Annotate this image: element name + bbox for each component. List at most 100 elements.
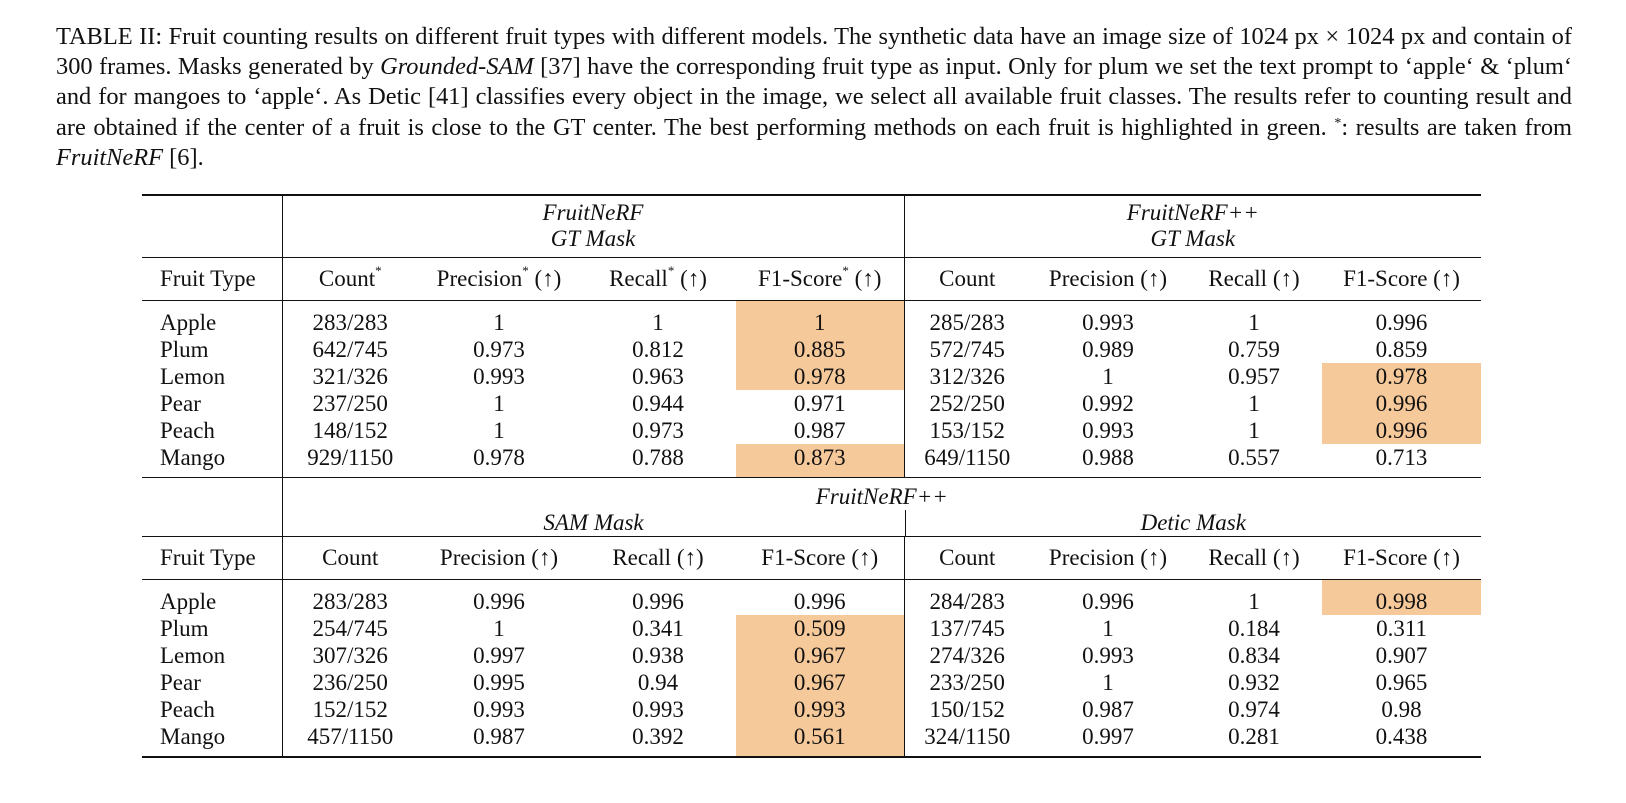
column-header: Precision* (↑) <box>418 257 580 301</box>
column-header: Count <box>904 536 1030 580</box>
caption-text: [37] have the corresponding fruit type a… <box>56 53 1572 141</box>
fruit-type-cell: Pear <box>142 669 283 696</box>
table1-column-header-row: Fruit Type Count* Precision* (↑) Recall*… <box>142 257 1482 301</box>
table-cell: 321/326 <box>312 364 388 389</box>
table-cell: 0.988 <box>1082 445 1134 470</box>
caption-text: [6]. <box>163 143 204 171</box>
table-cell: 0.993 <box>1082 418 1134 443</box>
table-cell: 0.713 <box>1375 445 1428 470</box>
table-cell: 0.94 <box>637 670 679 695</box>
fruit-type-cell: Plum <box>142 615 283 642</box>
table-cell: 233/250 <box>929 670 1005 695</box>
table-cell: 0.993 <box>473 697 525 722</box>
table-cell: 254/745 <box>312 616 388 641</box>
table-cell: 1 <box>1102 616 1114 641</box>
group-subtitle: GT Mask <box>550 226 636 251</box>
table-cell: 1 <box>1248 310 1260 335</box>
table-cell-highlighted: 0.509 <box>736 615 905 642</box>
table-cell-highlighted: 0.885 <box>736 336 905 363</box>
table-cell: 457/1150 <box>282 723 418 758</box>
table-cell: 0.965 <box>1375 670 1428 695</box>
table-cell: 0.944 <box>632 391 684 416</box>
table-cell: 0.557 <box>1228 445 1280 470</box>
fruit-type-cell: Mango <box>142 444 283 478</box>
table-cell: 0.989 <box>1082 337 1134 362</box>
column-header: F1-Score (↑) <box>1322 257 1482 301</box>
table-cell: 642/745 <box>312 337 388 362</box>
table-cell: 1 <box>493 310 505 335</box>
table-row: Plum 254/745 1 0.341 0.509 137/745 1 0.1… <box>142 615 1481 642</box>
table-cell: 283/283 <box>312 589 388 614</box>
group-subtitle: SAM Mask <box>283 510 906 536</box>
table-cell: 0.987 <box>1082 697 1134 722</box>
table-row: Mango 929/1150 0.978 0.788 0.873 649/115… <box>142 444 1481 478</box>
fruit-type-cell: Lemon <box>142 363 283 390</box>
fruit-type-cell: Apple <box>142 300 283 336</box>
column-header: Recall (↑) <box>580 536 736 580</box>
table-cell-highlighted: 0.996 <box>1322 390 1482 417</box>
table-cell: 0.993 <box>1082 310 1134 335</box>
table-cell: 0.996 <box>1082 589 1134 614</box>
column-header: Fruit Type <box>142 536 283 580</box>
caption-grounded-sam: Grounded-SAM <box>380 53 534 81</box>
table-cell-highlighted: 0.996 <box>1322 417 1482 444</box>
table-row: Apple 283/283 0.996 0.996 0.996 284/283 … <box>142 579 1482 615</box>
table-cell: 0.907 <box>1375 643 1428 668</box>
caption-fruitnerf: FruitNeRF <box>56 143 164 171</box>
table-cell: 0.973 <box>632 418 684 443</box>
table-cell: 0.996 <box>1375 310 1428 335</box>
table-row: Lemon 307/326 0.997 0.938 0.967 274/326 … <box>142 642 1481 669</box>
table-cell: 649/1150 <box>924 445 1011 470</box>
table-cell: 0.341 <box>632 616 684 641</box>
table-cell: 285/283 <box>929 310 1005 335</box>
group-subtitle: GT Mask <box>1150 226 1236 251</box>
table-cell: 0.987 <box>736 417 905 444</box>
caption-asterisk: * <box>1334 115 1342 131</box>
column-header: Precision (↑) <box>418 536 580 580</box>
table-cell: 0.759 <box>1228 337 1280 362</box>
table-cell: 0.859 <box>1375 337 1428 362</box>
table-cell: 0.987 <box>418 723 580 758</box>
table-cell: 0.812 <box>632 337 684 362</box>
column-header: Precision (↑) <box>1030 257 1186 301</box>
table-cell: 0.974 <box>1228 697 1280 722</box>
table-cell: 0.392 <box>580 723 736 758</box>
table-row: Lemon 321/326 0.993 0.963 0.978 312/326 … <box>142 363 1482 390</box>
table-cell: 1 <box>493 391 505 416</box>
table-cell: 0.834 <box>1228 643 1280 668</box>
table1-group-left: FruitNeRF GT Mask <box>282 194 905 258</box>
column-header: Recall* (↑) <box>580 257 736 301</box>
table-cell-highlighted: 0.967 <box>736 669 905 696</box>
table-cell: 0.995 <box>473 670 525 695</box>
table-cell: 0.971 <box>736 390 905 417</box>
table2-column-header-row: Fruit Type Count Precision (↑) Recall (↑… <box>142 536 1482 580</box>
table-cell-highlighted: 0.978 <box>1322 363 1482 390</box>
table-cell: 153/152 <box>929 418 1005 443</box>
table-cell: 0.932 <box>1228 670 1280 695</box>
fruit-type-cell: Plum <box>142 336 283 363</box>
table-cell: 0.184 <box>1228 616 1280 641</box>
group-title: FruitNeRF++ <box>815 484 948 509</box>
column-header: Count <box>282 536 418 580</box>
table-cell: 1 <box>1102 364 1114 389</box>
table-cell: 0.973 <box>473 337 525 362</box>
table-caption: TABLE II: Fruit counting results on diff… <box>56 22 1572 173</box>
group-title: FruitNeRF <box>542 200 644 225</box>
caption-text: : results are taken from <box>1341 113 1572 141</box>
table-row: Mango 457/1150 0.987 0.392 0.561 324/115… <box>142 723 1482 758</box>
column-header: Count <box>904 257 1030 301</box>
table-cell: 1 <box>1102 670 1114 695</box>
table1-group-header-row: FruitNeRF GT Mask FruitNeRF++ GT Mask <box>142 194 1482 258</box>
table-cell: 0.978 <box>473 445 525 470</box>
table-cell-highlighted: 0.873 <box>736 444 905 478</box>
table-cell: 0.438 <box>1322 723 1482 758</box>
group-subtitle: Detic Mask <box>1140 510 1246 535</box>
table-cell-highlighted: 0.993 <box>736 696 905 723</box>
table2-group-header: FruitNeRF++ SAM Mask Detic Mask <box>282 477 1482 537</box>
table-cell-highlighted: 0.967 <box>736 642 905 669</box>
fruit-type-cell: Peach <box>142 696 283 723</box>
table-cell: 0.993 <box>1082 643 1134 668</box>
table1-group-right: FruitNeRF++ GT Mask <box>904 194 1482 258</box>
table-cell: 274/326 <box>929 643 1005 668</box>
table-row: Pear 236/250 0.995 0.94 0.967 233/250 1 … <box>142 669 1481 696</box>
